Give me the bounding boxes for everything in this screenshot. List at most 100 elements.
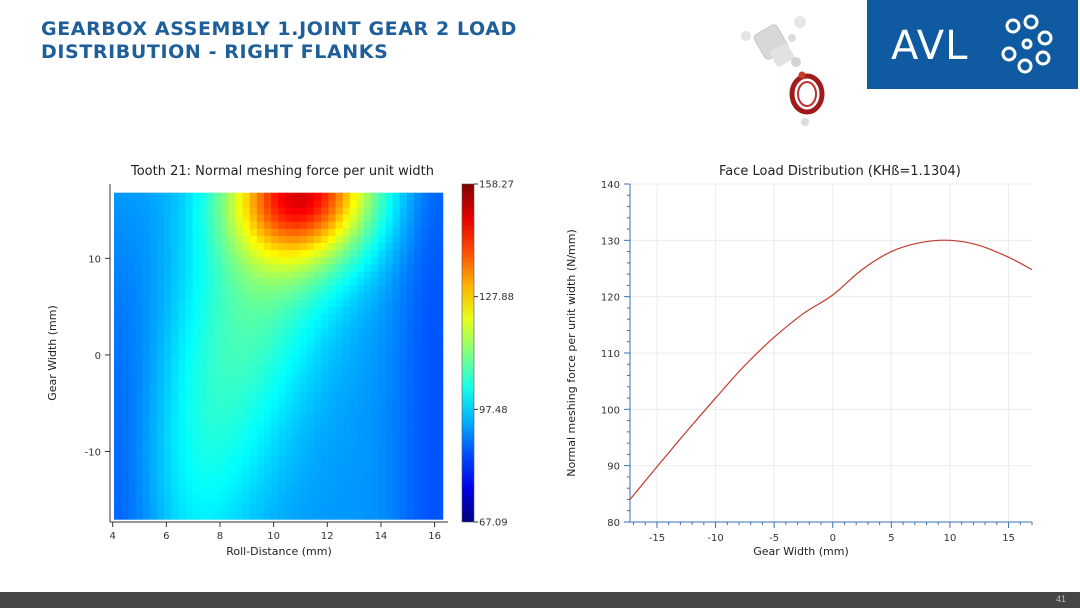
heatmap-cell — [264, 483, 272, 492]
heatmap-cell — [435, 213, 444, 222]
heatmap-cell — [421, 242, 429, 251]
heatmap-cell — [228, 412, 237, 421]
heatmap-cell — [392, 377, 401, 385]
heatmap-cell — [428, 384, 437, 392]
heatmap-cell — [364, 370, 372, 378]
heatmap-cell — [328, 469, 337, 478]
heatmap-cell — [371, 462, 379, 471]
heatmap-cell — [314, 490, 322, 499]
heatmap-cell — [156, 284, 165, 293]
heatmap-cell — [164, 235, 172, 243]
heatmap-cell — [164, 256, 172, 265]
heatmap-cell — [285, 462, 294, 471]
heatmap-cell — [121, 476, 129, 485]
heatmap-cell — [328, 334, 337, 343]
heatmap-cell — [306, 277, 315, 286]
heatmap-cell — [406, 405, 415, 414]
heatmap-cell — [156, 462, 165, 471]
heatmap-cell — [178, 192, 187, 201]
heatmap-cell — [142, 469, 151, 478]
heatmap-cell — [185, 405, 194, 414]
heatmap-cell — [149, 348, 158, 357]
heatmap-cell — [214, 370, 222, 378]
heatmap-cell — [292, 256, 301, 265]
heatmap-cell — [235, 192, 244, 201]
heatmap-cell — [328, 483, 337, 492]
heatmap-cell — [249, 497, 258, 506]
heatmap-cell — [185, 426, 194, 435]
heatmap-cell — [392, 476, 401, 485]
heatmap-cell — [378, 306, 387, 314]
heatmap-cell — [435, 348, 444, 357]
heatmap-cell — [142, 199, 151, 208]
heatmap-cell — [399, 490, 408, 499]
heatmap-cell — [285, 192, 294, 201]
colorbar — [461, 183, 475, 523]
heatmap-cell — [285, 483, 294, 492]
line-chart-x-axis-label: Gear Width (mm) — [753, 545, 849, 558]
heatmap-cell — [335, 419, 344, 428]
heatmap-cell — [242, 391, 251, 400]
heatmap-cell — [178, 327, 187, 336]
heatmap-cell — [292, 476, 301, 485]
heatmap-cell — [428, 469, 437, 478]
heatmap-cell — [306, 221, 315, 229]
heatmap-cell — [192, 419, 201, 428]
heatmap-cell — [321, 455, 329, 463]
heatmap-cell — [328, 462, 337, 471]
heatmap-cell — [335, 362, 344, 371]
heatmap-cell — [392, 313, 401, 322]
heatmap-cell — [228, 299, 237, 307]
heatmap-cell — [256, 235, 265, 243]
heatmap-cell — [292, 412, 301, 421]
heatmap-cell — [249, 384, 258, 392]
heatmap-cell — [228, 448, 237, 456]
heatmap-cell — [135, 384, 144, 392]
heatmap-cell — [371, 292, 379, 300]
heatmap-cell — [128, 221, 137, 229]
heatmap-cell — [435, 490, 444, 499]
heatmap-cell — [164, 412, 172, 421]
heatmap-cell — [285, 206, 294, 215]
heatmap-cell — [285, 362, 294, 371]
colorbar-tick-label: 97.48 — [479, 405, 508, 416]
heatmap-cell — [414, 370, 422, 378]
heatmap-cell — [414, 490, 422, 499]
heatmap-cell — [185, 441, 194, 449]
heatmap-cell — [349, 213, 358, 222]
heatmap-cell — [356, 462, 365, 471]
heatmap-cell — [414, 462, 422, 471]
heatmap-cell — [399, 370, 408, 378]
heatmap-cell — [235, 206, 244, 215]
heatmap-cell — [435, 405, 444, 414]
heatmap-cell — [114, 412, 122, 421]
heatmap-cell — [214, 306, 222, 314]
heatmap-cell — [199, 249, 208, 258]
heatmap-cell — [214, 441, 222, 449]
heatmap-cell — [121, 306, 129, 314]
heatmap-cell — [156, 313, 165, 322]
heatmap-cell — [342, 490, 351, 499]
heatmap-cell — [121, 313, 129, 322]
heatmap-cell — [214, 199, 222, 208]
heatmap-x-tick-label: 12 — [321, 531, 334, 542]
heatmap-cell — [378, 370, 387, 378]
heatmap-cell — [364, 433, 372, 442]
heatmap-cell — [164, 462, 172, 471]
line-chart-y-axis-label: Normal meshing force per unit width (N/m… — [565, 229, 578, 477]
heatmap-cell — [421, 483, 429, 492]
heatmap-cell — [392, 419, 401, 428]
heatmap-cell — [271, 199, 279, 208]
heatmap-cell — [214, 320, 222, 329]
heatmap-cell — [356, 256, 365, 265]
heatmap-cell — [328, 206, 337, 215]
heatmap-cell — [249, 504, 258, 513]
heatmap-cell — [306, 270, 315, 279]
heatmap-cell — [285, 384, 294, 392]
heatmap-cell — [192, 277, 201, 286]
heatmap-cell — [114, 370, 122, 378]
heatmap-cell — [171, 242, 179, 251]
heatmap-cell — [349, 512, 358, 520]
heatmap-cell — [364, 419, 372, 428]
heatmap-cell — [335, 235, 344, 243]
